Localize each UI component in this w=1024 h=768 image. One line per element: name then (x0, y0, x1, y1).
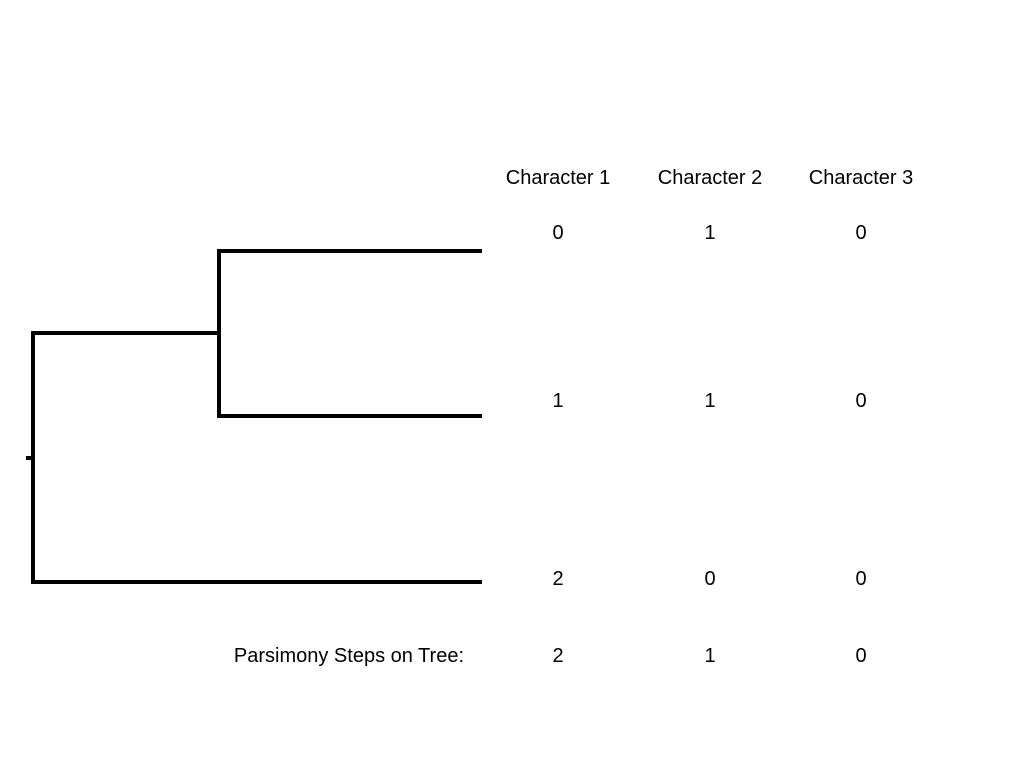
taxon-2-character-1-value: 1 (552, 390, 564, 412)
parsimony-steps-character-3: 0 (855, 645, 867, 667)
parsimony-steps-character-2: 1 (704, 645, 716, 667)
parsimony-steps-character-1: 2 (552, 645, 564, 667)
taxon-2-character-2-value: 1 (704, 390, 716, 412)
column-header-character-3: Character 3 (808, 167, 914, 189)
taxon-2-character-3-value: 0 (855, 390, 867, 412)
parsimony-steps-label: Parsimony Steps on Tree: (233, 645, 464, 667)
taxon-1-character-2-value: 1 (704, 222, 716, 244)
taxon-3-character-2-value: 0 (704, 568, 716, 590)
taxon-1-character-1-value: 0 (552, 222, 564, 244)
taxon-3-character-1-value: 2 (552, 568, 564, 590)
column-header-character-2: Character 2 (657, 167, 763, 189)
taxon-1-character-3-value: 0 (855, 222, 867, 244)
column-header-character-1: Character 1 (505, 167, 611, 189)
taxon-3-character-3-value: 0 (855, 568, 867, 590)
